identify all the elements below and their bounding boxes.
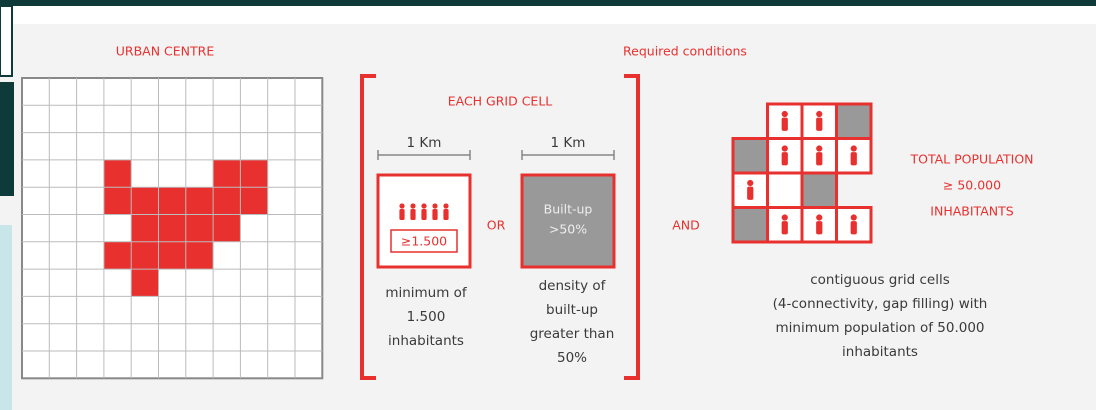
person	[816, 110, 823, 118]
cluster	[731, 102, 873, 244]
person	[747, 179, 754, 187]
urban-cell	[240, 159, 268, 188]
person	[781, 145, 788, 152]
person	[781, 221, 788, 235]
caption-line: built-up	[546, 302, 598, 318]
cluster-label: ≥ 50.000	[943, 178, 1001, 193]
urban-cell	[185, 214, 214, 242]
bracket-right	[624, 74, 640, 380]
person	[850, 214, 857, 221]
people-icon	[399, 203, 449, 220]
cluster-caption: (4-connectivity, gap filling) with	[773, 296, 988, 312]
person	[399, 203, 405, 209]
and-connector: AND	[672, 218, 700, 233]
caption-line: 50%	[557, 350, 587, 366]
urban-cell	[185, 241, 214, 270]
conditions-title: Required conditions	[623, 44, 747, 59]
cluster-label: INHABITANTS	[930, 204, 1013, 219]
person	[421, 209, 427, 220]
scale-label: 1 Km	[551, 135, 586, 151]
scale-label: 1 Km	[407, 135, 442, 151]
urban-grid	[21, 77, 324, 380]
urban-cell	[185, 187, 214, 215]
person	[781, 117, 788, 131]
or-connector: OR	[487, 218, 506, 233]
left-block	[0, 82, 14, 196]
urban-cell	[158, 187, 186, 215]
cluster-caption: inhabitants	[842, 344, 918, 360]
urban-centre-title: URBAN CENTRE	[116, 44, 215, 59]
top-strip	[0, 6, 1096, 24]
cluster-cell	[800, 171, 838, 209]
urban-cell	[240, 187, 268, 215]
cluster-cell	[835, 102, 873, 140]
cluster-label: TOTAL POPULATION	[909, 152, 1033, 167]
caption-line: inhabitants	[388, 333, 464, 349]
person	[816, 145, 823, 152]
caption-line: 1.500	[407, 309, 446, 325]
urban-cell	[213, 214, 241, 242]
person	[850, 145, 857, 152]
top-bar	[0, 0, 1096, 6]
urban-cell	[131, 214, 159, 242]
person	[816, 117, 823, 131]
person	[410, 209, 416, 220]
person	[850, 221, 857, 235]
person	[816, 152, 823, 166]
caption-line: greater than	[530, 326, 615, 342]
person	[432, 209, 438, 220]
urban-cell	[131, 241, 159, 270]
person	[850, 152, 857, 166]
cluster-cell	[731, 171, 769, 209]
person	[410, 203, 416, 209]
urban-cell	[213, 159, 241, 188]
urban-cell	[103, 241, 132, 270]
urban-cell	[103, 159, 132, 188]
cluster-caption: minimum population of 50.000	[775, 320, 984, 336]
scale-bar	[521, 150, 615, 160]
person	[432, 203, 438, 209]
caption-line: minimum of	[385, 285, 468, 301]
person	[781, 152, 788, 166]
person	[781, 110, 788, 118]
built-up-badge: Built-up	[544, 202, 593, 217]
urban-cell	[158, 241, 186, 270]
grid-cell-title: EACH GRID CELL	[448, 94, 553, 109]
cluster-cell	[731, 137, 769, 175]
person	[816, 221, 823, 235]
urban-cell	[213, 187, 241, 215]
person	[747, 186, 754, 200]
person	[421, 203, 427, 209]
person	[399, 209, 405, 220]
urban-cell	[158, 214, 186, 242]
urban-cell	[103, 187, 132, 215]
person	[781, 214, 788, 221]
badge-box	[390, 229, 458, 253]
left-edge	[0, 5, 13, 77]
bracket-left	[360, 74, 376, 380]
person	[443, 209, 449, 220]
cluster-cell	[731, 206, 769, 244]
population-cell	[376, 173, 472, 269]
built-up-badge: >50%	[549, 222, 587, 237]
built-up-cell	[520, 173, 616, 269]
cluster-cell	[766, 171, 804, 209]
population-badge: ≥1.500	[401, 234, 447, 249]
urban-cell	[131, 269, 159, 297]
caption-line: density of	[539, 278, 607, 294]
scale-bar	[377, 150, 471, 160]
person	[443, 203, 449, 209]
cluster-caption: contiguous grid cells	[810, 272, 950, 288]
urban-cell	[131, 187, 159, 215]
person	[816, 214, 823, 221]
left-panel	[0, 225, 12, 410]
